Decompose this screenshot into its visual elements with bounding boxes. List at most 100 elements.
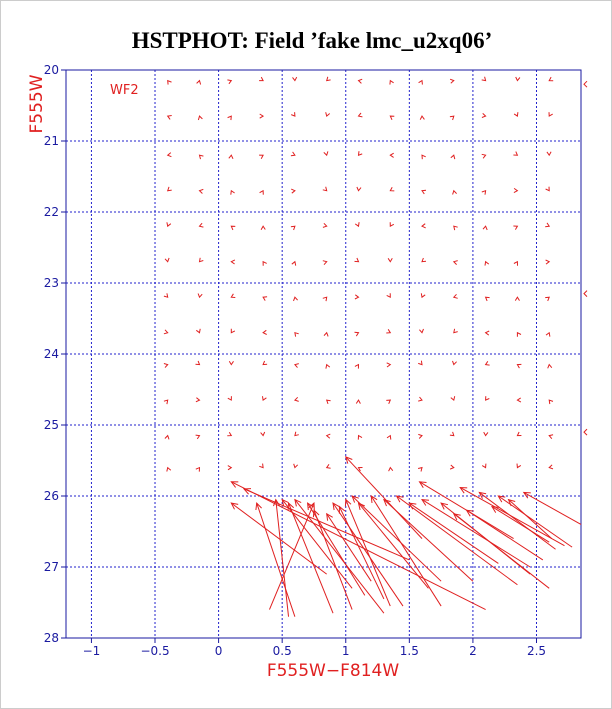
data-point bbox=[195, 397, 201, 403]
data-vector-head bbox=[408, 502, 417, 510]
x-tick-label: 2 bbox=[469, 644, 477, 658]
data-point bbox=[484, 361, 490, 366]
data-vector bbox=[491, 506, 550, 543]
data-vector bbox=[256, 502, 296, 617]
data-point bbox=[546, 151, 552, 157]
data-vector-head bbox=[230, 481, 239, 488]
data-point bbox=[228, 360, 234, 366]
data-point bbox=[230, 259, 236, 265]
data-point bbox=[227, 115, 232, 121]
x-tick-label: −1 bbox=[83, 644, 101, 658]
data-point bbox=[547, 363, 553, 369]
data-point bbox=[357, 467, 363, 472]
data-point bbox=[418, 360, 423, 366]
data-vector-head bbox=[478, 491, 487, 499]
data-point bbox=[481, 113, 487, 118]
data-point bbox=[227, 465, 233, 471]
data-point bbox=[386, 362, 392, 368]
data-point bbox=[163, 363, 169, 368]
data-point bbox=[195, 434, 201, 440]
data-vector-head bbox=[421, 498, 430, 506]
data-point bbox=[583, 290, 588, 298]
data-point bbox=[421, 154, 426, 160]
data-vector-head bbox=[332, 502, 340, 511]
y-tick-label: 24 bbox=[44, 347, 59, 361]
data-vector-head bbox=[281, 498, 289, 507]
data-point bbox=[198, 222, 204, 228]
data-vector-head bbox=[344, 498, 352, 507]
data-point bbox=[481, 463, 487, 469]
data-point bbox=[325, 464, 331, 469]
data-vector-head bbox=[418, 481, 427, 488]
data-point bbox=[484, 260, 490, 266]
data-point bbox=[545, 186, 550, 192]
data-point bbox=[417, 466, 423, 472]
data-point bbox=[421, 189, 427, 195]
data-point bbox=[355, 399, 361, 404]
data-vector-head bbox=[312, 509, 320, 518]
data-point bbox=[388, 466, 394, 472]
data-point bbox=[513, 225, 519, 230]
data-point bbox=[354, 294, 360, 300]
data-point bbox=[483, 431, 489, 437]
x-axis-label: F555W−F814W bbox=[267, 661, 400, 681]
chart-title: HSTPHOT: Field ’fake lmc_u2xq06’ bbox=[132, 28, 493, 53]
data-point bbox=[482, 225, 488, 231]
data-vector bbox=[275, 499, 290, 617]
data-point bbox=[357, 78, 363, 84]
data-vector bbox=[478, 492, 556, 550]
data-vector-head bbox=[338, 505, 346, 514]
data-point bbox=[291, 112, 296, 117]
data-point bbox=[516, 397, 522, 403]
data-point bbox=[163, 399, 169, 405]
data-point bbox=[227, 431, 233, 437]
data-point bbox=[545, 296, 550, 302]
data-point bbox=[198, 154, 204, 160]
data-point bbox=[419, 115, 425, 120]
data-vector-head bbox=[255, 502, 262, 511]
data-point bbox=[421, 257, 427, 263]
data-point bbox=[389, 186, 395, 192]
data-point bbox=[453, 328, 458, 334]
data-vector-head bbox=[230, 502, 239, 510]
data-point bbox=[481, 76, 487, 82]
data-vector-head bbox=[326, 512, 333, 521]
data-point bbox=[262, 360, 268, 366]
data-point bbox=[389, 115, 395, 121]
y-tick-label: 26 bbox=[44, 489, 59, 503]
y-tick-label: 21 bbox=[44, 134, 59, 148]
data-point bbox=[325, 112, 331, 118]
data-point bbox=[293, 463, 299, 469]
data-point bbox=[166, 152, 172, 158]
data-vector-head bbox=[465, 509, 474, 517]
data-vector-head bbox=[491, 505, 499, 513]
data-point bbox=[354, 257, 360, 263]
data-point bbox=[484, 330, 490, 336]
data-point bbox=[449, 115, 455, 121]
data-point bbox=[357, 112, 363, 118]
data-vector-head bbox=[383, 498, 391, 507]
data-point bbox=[325, 399, 331, 405]
data-point bbox=[450, 396, 456, 402]
data-point bbox=[322, 296, 328, 302]
data-point bbox=[516, 431, 522, 437]
data-point bbox=[452, 293, 458, 299]
data-point bbox=[387, 258, 393, 263]
x-tick-label: −0.5 bbox=[140, 644, 169, 658]
data-point bbox=[195, 360, 201, 366]
data-point bbox=[548, 76, 554, 82]
data-point bbox=[323, 331, 329, 337]
data-point bbox=[262, 260, 267, 266]
data-vectors bbox=[230, 456, 582, 617]
axes: −1 −0.5 0 0.5 1 1.5 2 2.5 20 21 22 23 24 25 26 27 28 bbox=[44, 63, 582, 658]
y-axis-label: F555W bbox=[27, 74, 47, 133]
data-point bbox=[357, 434, 363, 440]
data-point bbox=[548, 399, 554, 405]
data-point bbox=[452, 360, 457, 366]
data-vector bbox=[288, 502, 334, 614]
x-tick-label: 1 bbox=[342, 644, 350, 658]
data-vector bbox=[268, 502, 315, 610]
y-tick-label: 23 bbox=[44, 276, 59, 290]
data-point bbox=[322, 186, 328, 192]
